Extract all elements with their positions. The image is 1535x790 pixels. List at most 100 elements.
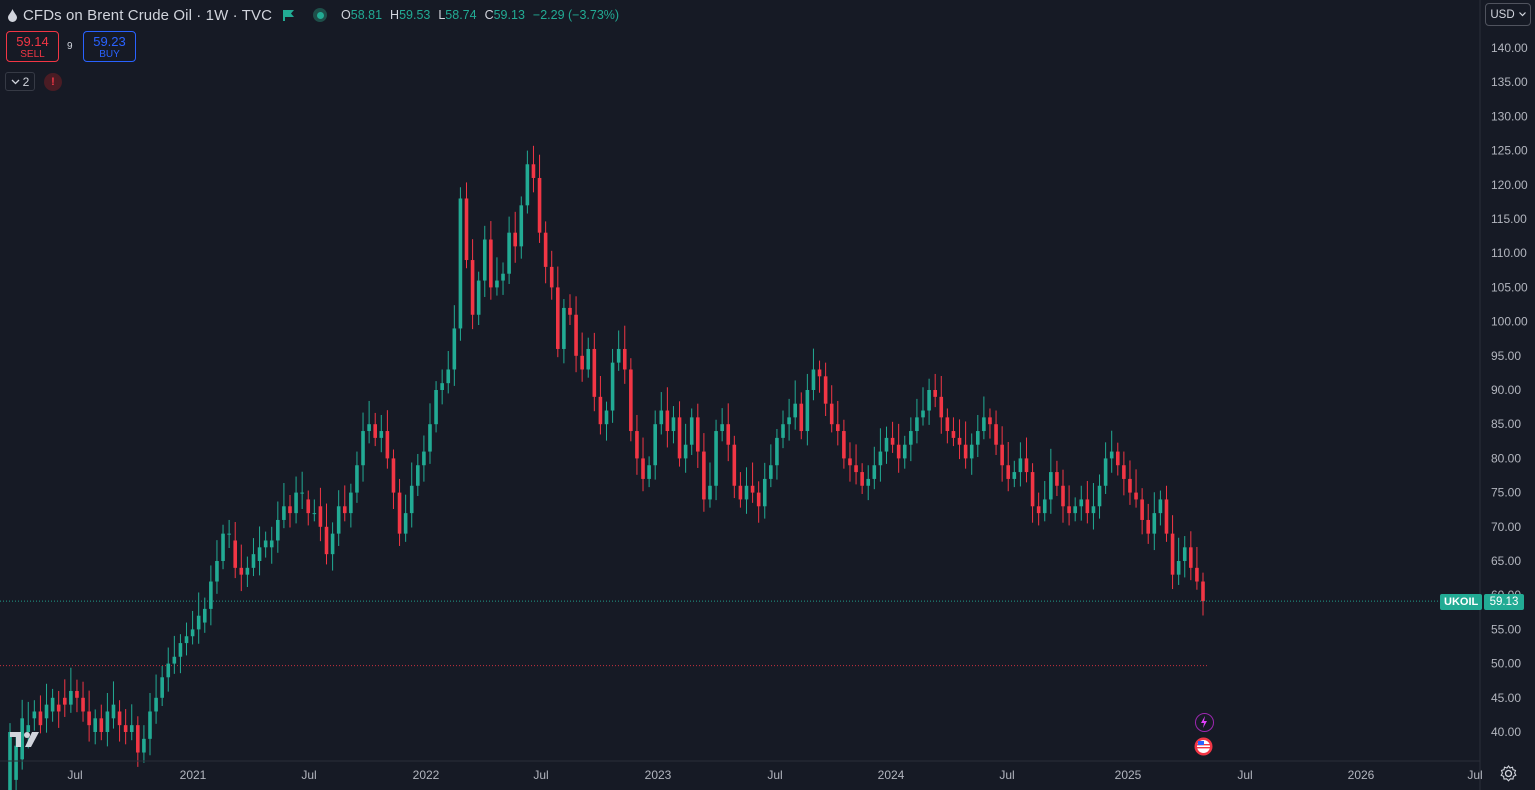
- candle: [190, 610, 195, 645]
- y-tick-label: 90.00: [1491, 383, 1521, 397]
- tradingview-logo[interactable]: [10, 730, 42, 748]
- candle: [1122, 451, 1126, 496]
- y-tick-label: 45.00: [1491, 691, 1521, 705]
- candle: [860, 463, 864, 494]
- candle: [1067, 485, 1071, 526]
- x-tick-label: Jul: [533, 768, 548, 782]
- candle: [610, 348, 615, 423]
- candle: [629, 358, 633, 442]
- candle: [361, 412, 365, 482]
- candle: [397, 478, 402, 546]
- candle: [1024, 437, 1029, 483]
- ohlc-values: O58.81 H59.53 L58.74 C59.13 −2.29 (−3.73…: [341, 8, 620, 22]
- indicators-toggle-button[interactable]: 2: [5, 72, 35, 91]
- candle: [32, 700, 37, 731]
- y-tick-label: 70.00: [1491, 520, 1521, 534]
- price-axis[interactable]: 140.00 135.00 130.00 125.00 120.00 115.00 110.…: [1491, 41, 1528, 739]
- candle: [616, 330, 621, 371]
- candle: [586, 337, 591, 378]
- y-tick-label: 50.00: [1491, 657, 1521, 671]
- x-tick-label: 2026: [1348, 768, 1375, 782]
- candle: [769, 444, 773, 488]
- flag-icon[interactable]: [282, 9, 295, 22]
- candle: [708, 462, 712, 508]
- x-tick-label: Jul: [301, 768, 316, 782]
- candle: [330, 522, 335, 571]
- candle: [324, 503, 329, 565]
- candle: [1182, 536, 1187, 578]
- candle: [531, 145, 536, 193]
- currency-select[interactable]: USD: [1485, 3, 1531, 26]
- candle: [884, 426, 889, 464]
- time-axis[interactable]: Jul 2021 Jul 2022 Jul 2023 Jul 2024 Jul 2025 Jul 20…: [67, 768, 1482, 782]
- candle: [659, 392, 664, 435]
- candle: [1091, 483, 1096, 530]
- candle: [720, 408, 724, 442]
- x-tick-label: 2023: [645, 768, 672, 782]
- candle: [75, 679, 79, 713]
- candle: [507, 216, 511, 284]
- candle: [1049, 448, 1053, 514]
- y-tick-label: 80.00: [1491, 451, 1521, 465]
- y-tick-label: 110.00: [1491, 246, 1527, 260]
- candle: [1103, 442, 1108, 494]
- candle: [391, 449, 396, 510]
- candle: [549, 250, 554, 300]
- candle: [263, 531, 268, 558]
- candle: [1201, 572, 1205, 616]
- chevron-down-icon: [11, 79, 20, 84]
- candle: [117, 700, 122, 742]
- symbol-title[interactable]: CFDs on Brent Crude Oil · 1W · TVC: [23, 6, 273, 24]
- candle: [994, 410, 998, 455]
- candle: [635, 414, 639, 475]
- candle: [817, 360, 822, 393]
- candle: [269, 526, 274, 564]
- candle: [866, 465, 871, 501]
- drop-icon: [8, 8, 17, 22]
- market-status-icon[interactable]: [313, 8, 328, 22]
- candle: [714, 419, 718, 501]
- sell-button[interactable]: 59.14 SELL: [6, 31, 59, 62]
- candle: [257, 526, 262, 576]
- candle: [1146, 503, 1151, 544]
- candle: [988, 408, 992, 439]
- candle: [665, 387, 670, 448]
- candle: [872, 446, 877, 490]
- last-price-label: 59.13: [1484, 594, 1524, 610]
- buy-button[interactable]: 59.23 BUY: [83, 31, 136, 62]
- candle: [744, 467, 749, 514]
- candle: [1109, 430, 1114, 473]
- us-flag-event-icon[interactable]: [1194, 737, 1213, 756]
- candle: [647, 456, 651, 488]
- candle: [556, 266, 560, 358]
- candle: [452, 305, 457, 386]
- candle: [227, 519, 231, 549]
- settings-icon[interactable]: [1500, 765, 1517, 782]
- candle: [215, 540, 219, 594]
- candle: [975, 414, 980, 458]
- candle: [982, 396, 986, 440]
- candle: [489, 221, 493, 300]
- candle: [622, 325, 627, 384]
- lightning-event-icon[interactable]: [1195, 713, 1214, 732]
- candle: [525, 150, 530, 214]
- candle: [385, 410, 390, 469]
- y-tick-label: 120.00: [1491, 178, 1528, 192]
- warning-icon[interactable]: !: [44, 73, 62, 91]
- candle: [501, 262, 505, 295]
- spread-value: 9: [67, 41, 73, 52]
- candle: [209, 565, 213, 626]
- y-tick-label: 65.00: [1491, 554, 1521, 568]
- candle: [276, 501, 280, 553]
- candle: [312, 499, 317, 522]
- candle: [221, 524, 225, 570]
- candle: [939, 375, 944, 434]
- candle: [1030, 463, 1035, 523]
- candle: [416, 453, 420, 497]
- candle: [336, 490, 341, 546]
- candle: [178, 634, 183, 674]
- y-tick-label: 130.00: [1491, 109, 1528, 123]
- candle: [233, 522, 238, 579]
- candle: [1079, 485, 1084, 521]
